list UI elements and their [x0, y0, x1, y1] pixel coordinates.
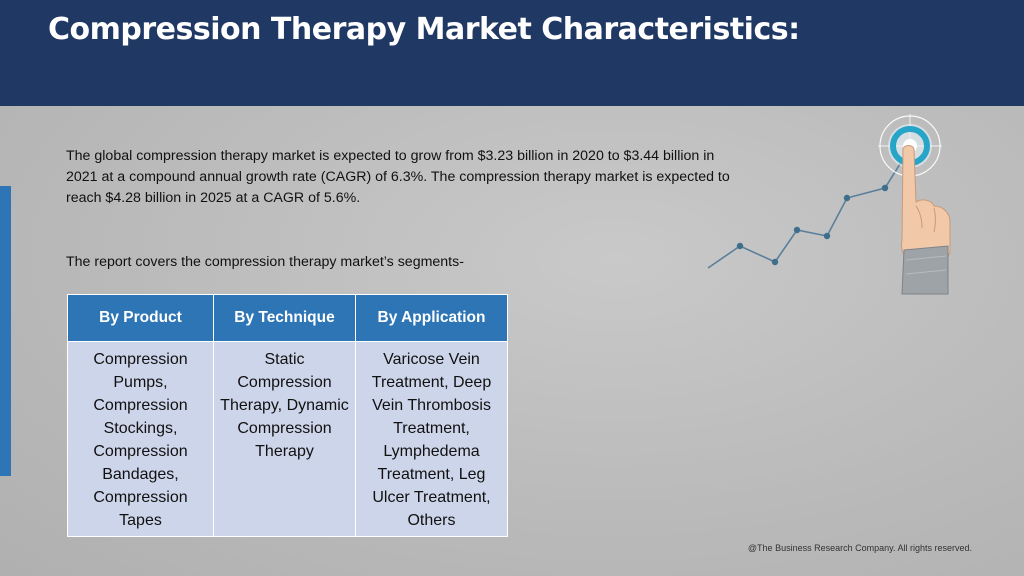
segments-table: By Product By Technique By Application C… — [67, 294, 508, 537]
hand-pointing-target-icon — [707, 114, 951, 295]
segments-intro: The report covers the compression therap… — [66, 254, 464, 270]
cell-techniques: Static Compression Therapy, Dynamic Comp… — [213, 341, 356, 537]
page-title: Compression Therapy Market Characteristi… — [48, 12, 800, 47]
left-accent-bar — [0, 186, 11, 476]
cell-applications: Varicose Vein Treatment, Deep Vein Throm… — [355, 341, 508, 537]
table-header-row: By Product By Technique By Application — [67, 294, 508, 342]
header-by-application: By Application — [355, 294, 508, 342]
header-band: Compression Therapy Market Characteristi… — [0, 0, 1024, 106]
header-by-technique: By Technique — [213, 294, 356, 342]
intro-paragraph: The global compression therapy market is… — [66, 148, 730, 206]
cell-products: Compression Pumps, Compression Stockings… — [67, 341, 214, 537]
header-by-product: By Product — [67, 294, 214, 342]
table-row: Compression Pumps, Compression Stockings… — [67, 341, 508, 537]
growth-line-icon — [707, 147, 911, 269]
footer-copyright: @The Business Research Company. All righ… — [747, 543, 972, 553]
